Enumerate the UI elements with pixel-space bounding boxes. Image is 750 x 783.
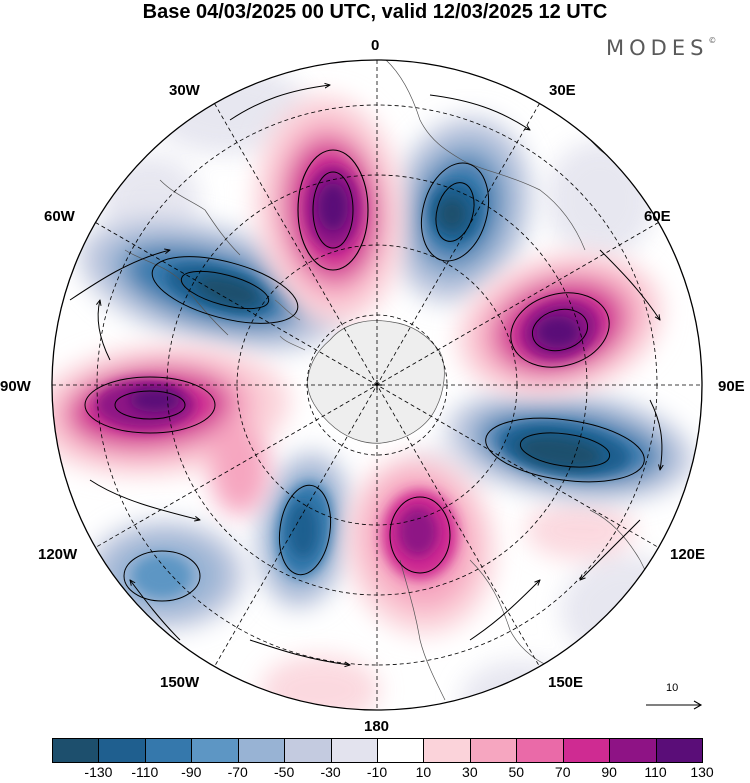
neg-120W [85,520,245,630]
lon-label-90W: 90W [0,378,31,395]
neg-60W [78,217,342,353]
colorbar-tick-label: 50 [508,764,525,780]
colorbar-segment [562,738,611,763]
lon-label-150E: 150E [548,674,584,691]
colorbar-tick-label: -90 [181,764,202,780]
colorbar-segment [191,738,239,763]
colorbar-segment [469,738,518,763]
lon-label-30W: 30W [169,82,200,99]
lon-label-120W: 120W [38,546,78,563]
colorbar-segment [98,738,146,763]
neg-100E [445,387,695,503]
map-title: Base 04/03/2025 00 UTC, valid 12/03/2025… [142,1,608,23]
colorbar-tick-label: -50 [274,764,295,780]
lon-label-120E: 120E [670,546,706,563]
lon-label-0: 0 [371,37,380,54]
reference-vector: 10 [644,682,704,716]
map-border [51,59,703,711]
colorbar-segment [284,738,332,763]
colorbar-tick-label: 30 [462,764,478,780]
colorbar-segment [423,738,471,763]
colorbar-tick-label: -10 [366,764,388,780]
lon-label-90E: 90E [718,378,745,395]
antarctica-landmass [274,299,445,444]
lon-label-150W: 150W [160,674,200,691]
reference-vector-label: 10 [666,682,679,694]
neg-30E [388,116,532,304]
reference-arrow-icon [646,700,703,710]
lon-label-60W: 60W [44,208,75,225]
colorbar-tick-label: 70 [554,764,571,780]
pos-170E [344,455,496,635]
modes-logo: MODES© [606,36,716,60]
colorbar-tick-label: 110 [644,764,667,780]
colorbar-tick-label: -110 [131,764,159,780]
colorbar-segment [377,738,425,763]
colorbar-tick-label: 10 [415,764,432,780]
colorbar-tick-label: 90 [601,764,617,780]
colorbar-segment [609,738,657,763]
colorbar-segment [655,738,703,763]
colorbar-segment [52,738,100,763]
anomaly-field [52,60,702,710]
colorbar-segment [237,738,286,763]
pos-65E [456,252,664,398]
logo-text: MODES [606,36,709,60]
colorbar-tick-label: -30 [320,764,341,780]
colorbar-tick-label: 130 [690,764,714,780]
neg-150W [256,450,354,610]
colorbar [52,738,703,763]
colorbar-segment [516,738,564,763]
colorbar-tick-label: -70 [227,764,248,780]
lon-label-180: 180 [364,718,390,735]
logo-mark: © [708,36,717,45]
lon-label-60E: 60E [644,208,671,225]
pole-cross-icon [372,380,382,390]
wind-streamlines [69,85,662,705]
colorbar-tick-label: -130 [84,764,113,780]
colorbar-segment [330,738,378,763]
lon-label-30E: 30E [549,82,576,99]
colorbar-segment [144,738,193,763]
